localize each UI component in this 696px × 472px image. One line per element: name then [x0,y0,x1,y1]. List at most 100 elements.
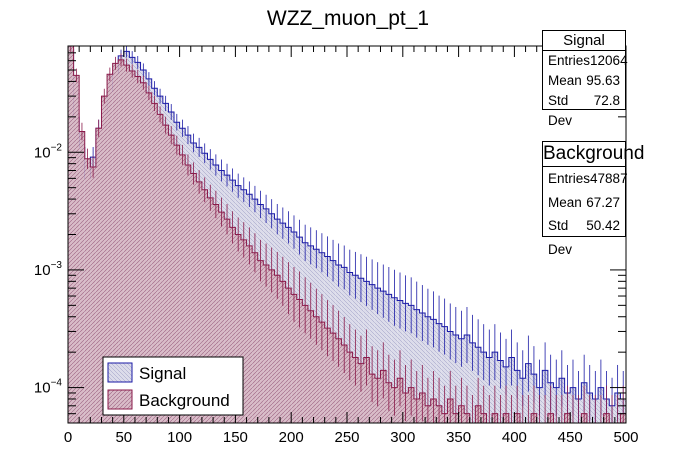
signal-bar [441,326,448,423]
background-bar [162,125,169,423]
stats-value: 95.63 [586,73,620,88]
background-bar [101,96,108,423]
signal-bar [425,316,431,423]
background-bar [257,260,264,423]
signal-bar [525,363,532,423]
x-tick-label: 50 [115,429,132,446]
stats-row-mean: Mean 67.27 [543,191,625,215]
stats-box-signal: Signal Entries 12064 Mean 95.63 Std Dev … [542,30,628,128]
x-tick-label: 500 [613,429,638,446]
background-bar [330,333,336,423]
background-bar [268,269,275,423]
x-tick-label: 300 [390,429,415,446]
background-bar [324,328,331,423]
x-tick-label: 200 [279,429,304,446]
y-tick-exponent: −4 [51,378,63,389]
stats-label: Mean [548,194,582,210]
background-bar [146,92,152,423]
stats-value: 67.27 [586,194,620,210]
background-bar [296,299,303,423]
stats-label: Std Dev [548,218,573,257]
x-tick-label: 350 [446,429,471,446]
background-bar [179,154,186,423]
background-bar [201,189,208,423]
legend-swatch-background [107,389,133,410]
background-bar [140,82,147,423]
y-tick-exponent: −3 [51,260,63,271]
background-bar [174,145,180,423]
background-bar [319,322,325,423]
background-bar [358,363,364,423]
y-tick-exponent: −2 [51,142,63,153]
signal-bar [469,342,476,423]
y-tick-label: 10−2 [34,142,63,161]
signal-bar [486,357,493,423]
background-bar [213,204,219,423]
stats-box-background: Background Entries 47887 Mean 67.27 Std … [542,141,644,257]
y-tick-label: 10−3 [34,260,63,279]
background-bar [240,239,247,423]
signal-bar [413,309,420,423]
stats-value: 47887 [590,171,628,186]
signal-outline [68,48,626,423]
signal-bar [508,357,515,423]
y-tick-label: 10−4 [34,378,63,397]
stats-value: 50.42 [586,218,620,233]
background-bar [196,181,202,423]
background-bar [347,352,353,423]
x-tick-label: 150 [223,429,248,446]
background-bar [107,74,113,423]
x-tick-label: 450 [558,429,583,446]
background-bar [118,59,124,423]
stats-value: 12064 [590,53,628,68]
stats-label: Std Dev [548,93,573,128]
legend-label-background: Background [139,391,230,410]
background-bar [157,114,163,423]
background-bar [73,75,80,423]
legend-swatch-signal [107,362,133,383]
background-bar [168,135,175,423]
background-bar [112,63,119,423]
background-bar [235,234,241,423]
series-background [68,46,626,423]
background-bar [229,227,236,423]
background-bar [335,338,342,423]
legend-label-signal: Signal [139,364,186,383]
background-bar [224,219,230,423]
signal-bar [436,323,442,423]
background-bar [218,212,225,423]
background-bar [123,65,130,423]
background-bar [291,294,297,423]
background-bar [246,245,253,423]
background-bar [185,164,191,423]
stats-row-mean: Mean 95.63 [543,71,625,91]
x-tick-label: 400 [502,429,527,446]
background-bar [95,128,102,423]
background-bar [252,252,258,423]
signal-bar [464,334,470,423]
background-bar [207,197,214,423]
y-tick-base: 10 [34,262,51,279]
background-bar [307,310,314,423]
stats-title-background: Background [543,142,644,167]
signal-bar [497,360,504,423]
stats-value: 72.8 [593,93,620,108]
background-bar [302,305,308,423]
background-bar [90,166,96,423]
background-bar [280,281,286,423]
background-bar [129,71,135,423]
background-bar [352,357,359,423]
legend: Signal Background [102,356,244,416]
signal-bar [402,303,409,423]
background-bar [84,158,91,423]
background-bar [79,131,85,423]
stats-label: Mean [548,73,582,88]
x-tick-label: 0 [64,429,72,446]
y-tick-base: 10 [34,380,51,397]
stats-row-std-dev: Std Dev 50.42 [543,214,625,257]
background-bar [341,345,347,423]
y-tick-base: 10 [34,144,51,161]
stats-label: Entries [548,53,591,68]
background-bar [274,275,281,423]
